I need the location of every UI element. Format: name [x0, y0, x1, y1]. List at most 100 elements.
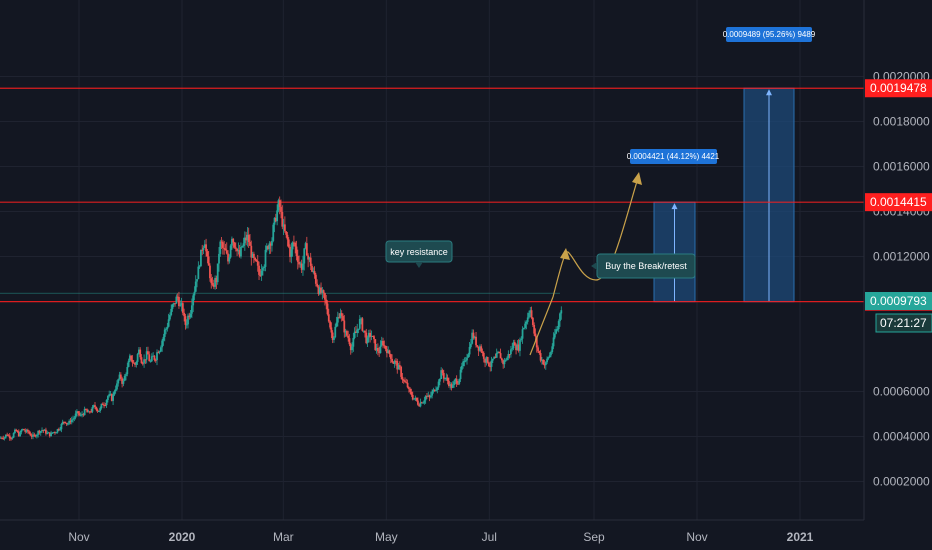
buy-break-label: Buy the Break/retest	[605, 261, 687, 271]
candle-body	[327, 314, 330, 322]
y-tick-label: 0.0002000	[873, 475, 930, 489]
candle-body	[29, 433, 32, 436]
candle-body	[175, 296, 178, 304]
candle-body	[221, 242, 224, 248]
candle-body	[150, 356, 153, 362]
candle-body	[414, 397, 417, 399]
candle-body	[197, 266, 200, 280]
candle-body	[362, 330, 365, 332]
candle-body	[45, 429, 47, 434]
candle-body	[223, 247, 226, 249]
candle-body	[329, 321, 331, 328]
candle-body	[469, 343, 472, 347]
candle-body	[65, 422, 68, 424]
candle-body	[12, 433, 15, 438]
candle-body	[420, 402, 423, 404]
candle-body	[402, 379, 405, 381]
annotations: key resistance Buy the Break/retest 0.0004…	[385, 27, 816, 279]
candle-body	[324, 293, 326, 300]
candle-body	[272, 224, 275, 241]
candle-body	[209, 265, 211, 279]
candle-body	[320, 287, 322, 293]
candle-body	[422, 402, 424, 404]
candle-body	[50, 433, 52, 437]
candle-body	[265, 246, 268, 250]
price-tag-level-0-text: 0.0019478	[870, 81, 927, 95]
candle-body	[504, 360, 507, 362]
candle-body	[238, 250, 241, 257]
candle-body	[460, 366, 463, 370]
candle-body	[334, 326, 337, 338]
candle-body	[17, 431, 20, 437]
candle-body	[245, 237, 248, 241]
candle-body	[370, 335, 373, 337]
candle-body	[533, 324, 536, 334]
candle-body	[196, 279, 198, 282]
candle-body	[254, 257, 257, 261]
candle-body	[512, 342, 515, 349]
candle-body	[528, 312, 530, 318]
x-tick-label: Nov	[68, 530, 89, 544]
candle-body	[392, 362, 395, 364]
candle-body	[389, 354, 392, 359]
candle-body	[54, 432, 56, 434]
candle-body	[290, 249, 293, 257]
candle-body	[384, 345, 387, 350]
candle-body	[131, 359, 134, 363]
candle-body	[38, 430, 41, 433]
candle-body	[125, 374, 127, 376]
candle-body	[289, 246, 291, 257]
candle-body	[144, 359, 147, 361]
time-axis[interactable]: Nov 2020 Mar May Jul Sep Nov 2021	[68, 530, 813, 544]
candle-body	[149, 361, 152, 363]
candle-body	[167, 319, 170, 327]
candle-body	[398, 365, 401, 367]
candle-body	[6, 434, 9, 436]
candle-body	[252, 253, 255, 258]
candle-body	[479, 346, 481, 351]
candle-body	[260, 270, 263, 276]
candle-body	[358, 318, 361, 329]
candle-body	[79, 414, 82, 416]
candle-body	[72, 418, 74, 420]
candle-body	[386, 349, 388, 354]
candle-body	[445, 377, 448, 379]
candle-body	[349, 344, 352, 351]
candle-body	[313, 271, 316, 275]
candle-body	[152, 355, 155, 357]
candle-body	[406, 382, 409, 388]
candle-body	[299, 263, 302, 265]
candle-body	[263, 266, 266, 268]
candle-body	[237, 250, 240, 252]
candle-body	[355, 331, 357, 333]
candle-body	[231, 238, 233, 246]
candle-body	[361, 318, 364, 331]
candle-body	[455, 378, 458, 384]
candle-body	[87, 411, 90, 413]
candle-body	[187, 315, 189, 325]
candle-body	[321, 290, 324, 293]
candle-body	[227, 253, 229, 262]
candle-body	[521, 329, 524, 339]
countdown-text: 07:21:27	[880, 316, 927, 330]
candle-body	[24, 430, 27, 432]
candle-body	[482, 353, 485, 359]
candle-body	[42, 429, 45, 431]
candle-body	[435, 390, 437, 392]
candle-body	[524, 323, 527, 328]
candle-body	[94, 405, 96, 408]
candle-body	[296, 255, 299, 262]
candle-body	[336, 317, 339, 323]
candle-body	[0, 437, 2, 439]
y-tick-label: 0.0004000	[873, 430, 930, 444]
candle-body	[317, 286, 320, 295]
candle-body	[432, 389, 435, 392]
candle-body	[228, 257, 231, 262]
candle-body	[380, 340, 383, 346]
candle-body	[118, 374, 121, 380]
price-tag-level-1	[865, 193, 932, 212]
candle-body	[214, 277, 217, 287]
candle-body	[553, 333, 556, 338]
candle-body	[391, 358, 393, 363]
